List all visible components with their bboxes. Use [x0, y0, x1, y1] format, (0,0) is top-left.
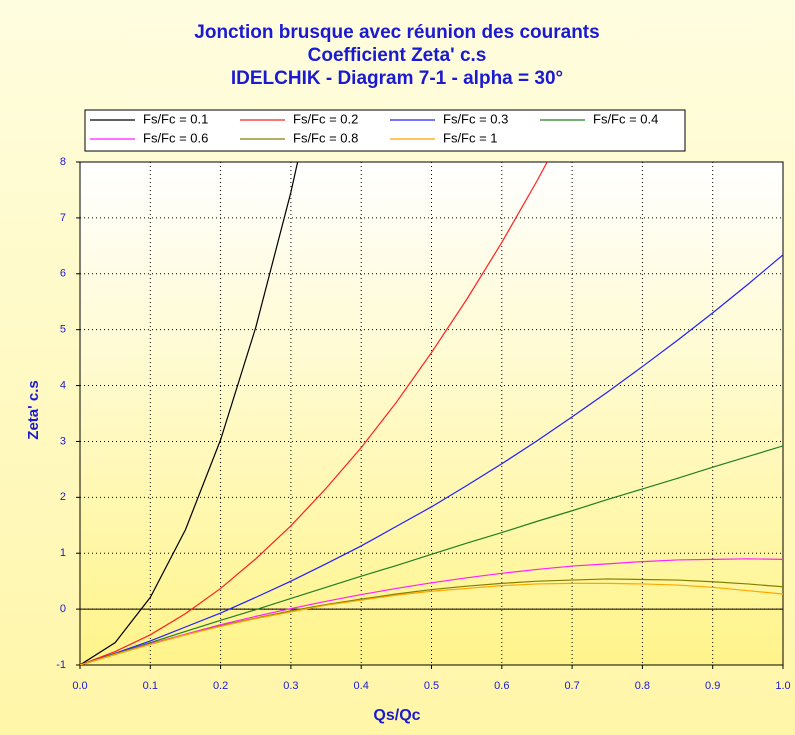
y-tick-label: 1	[60, 547, 66, 559]
x-tick-label: 0.9	[705, 680, 720, 692]
legend-label: Fs/Fc = 0.6	[143, 130, 208, 145]
legend	[84, 109, 686, 152]
y-tick-label: 2	[60, 491, 66, 503]
legend-label: Fs/Fc = 1	[443, 130, 498, 145]
x-tick-label: 0.2	[213, 680, 228, 692]
legend-label: Fs/Fc = 0.8	[293, 130, 358, 145]
y-tick-label: 4	[60, 379, 66, 391]
series-line	[80, 162, 299, 665]
plot-area	[79, 161, 784, 666]
x-tick-label: 0.4	[354, 680, 369, 692]
legend-label: Fs/Fc = 0.3	[443, 111, 508, 126]
y-tick-label: 7	[60, 212, 66, 224]
series-line	[80, 582, 783, 665]
x-tick-label: 0.0	[72, 680, 87, 692]
series-line	[80, 162, 548, 665]
series-line	[80, 445, 783, 665]
series-line	[80, 254, 783, 665]
chart-title: IDELCHIK - Diagram 7-1 - alpha = 30°	[231, 68, 563, 89]
x-tick-label: 0.6	[494, 680, 509, 692]
x-tick-label: 0.3	[283, 680, 298, 692]
y-tick-label: 0	[60, 603, 66, 615]
y-tick-label: -1	[56, 659, 66, 671]
x-tick-label: 0.7	[564, 680, 579, 692]
chart-title: Coefficient Zeta' c.s	[308, 45, 487, 66]
x-axis-label: Qs/Qc	[373, 707, 420, 724]
legend-label: Fs/Fc = 0.1	[143, 111, 208, 126]
x-tick-label: 0.5	[424, 680, 439, 692]
x-tick-label: 0.8	[635, 680, 650, 692]
legend-label: Fs/Fc = 0.2	[293, 111, 358, 126]
y-tick-label: 3	[60, 435, 66, 447]
y-tick-label: 6	[60, 268, 66, 280]
y-axis-label: Zeta' c.s	[25, 380, 42, 439]
legend-label: Fs/Fc = 0.4	[593, 111, 658, 126]
x-tick-label: 1.0	[775, 680, 790, 692]
x-tick-label: 0.1	[143, 680, 158, 692]
series-line	[80, 558, 783, 665]
y-tick-label: 5	[60, 324, 66, 336]
y-tick-label: 8	[60, 156, 66, 168]
chart-title: Jonction brusque avec réunion des couran…	[194, 22, 599, 43]
